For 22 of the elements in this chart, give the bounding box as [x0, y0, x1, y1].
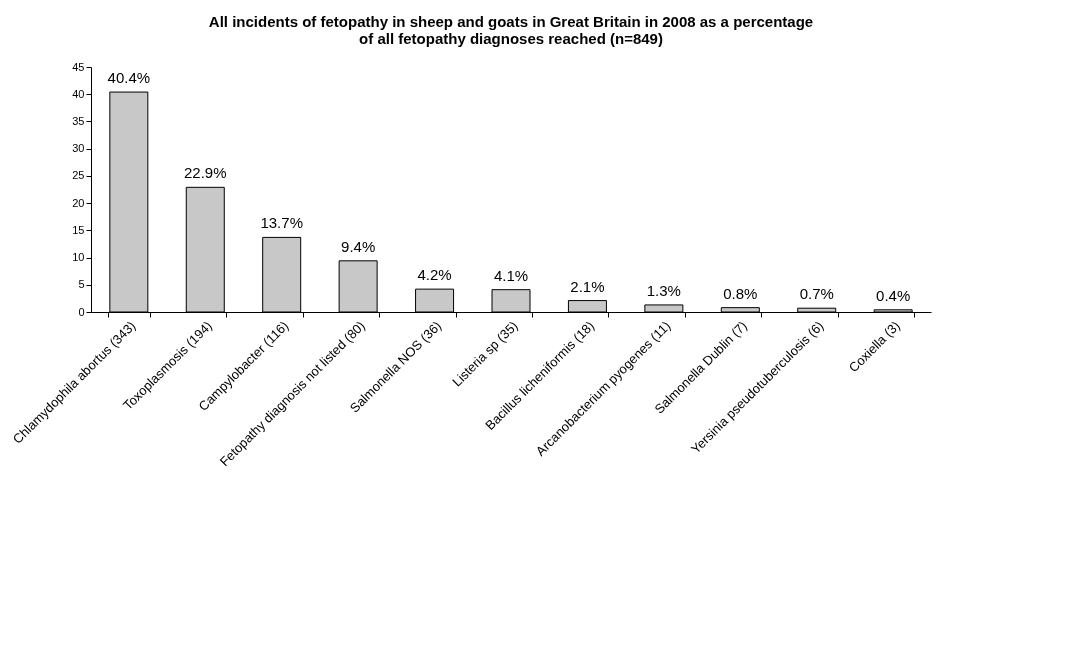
data-label: 0.7% — [799, 285, 834, 303]
data-label: 0.4% — [876, 286, 911, 304]
data-label: 13.7% — [260, 214, 303, 232]
y-tick-label: 25 — [72, 169, 85, 182]
y-tick-label: 10 — [72, 251, 85, 264]
data-label: 40.4% — [107, 69, 151, 87]
data-label: 2.1% — [570, 277, 605, 295]
data-label: 22.9% — [183, 164, 227, 182]
y-tick-label: 30 — [72, 142, 85, 155]
data-label: 0.8% — [723, 284, 758, 302]
y-tick-label: 0 — [78, 305, 85, 318]
chart-title: All incidents of fetopathy in sheep and goats in Great Britain in 2008 as a percentage of all fetopathy diagnoses reached (n=849) — [208, 13, 814, 47]
y-tick-label: 15 — [72, 223, 85, 236]
data-label: 4.1% — [493, 266, 529, 284]
y-tick-label: 40 — [72, 87, 85, 100]
data-label: 4.2% — [417, 266, 452, 284]
data-label: 1.3% — [646, 281, 681, 299]
y-tick-label: 35 — [72, 114, 85, 127]
data-label: 9.4% — [341, 237, 376, 255]
y-tick-label: 20 — [72, 196, 85, 209]
y-tick-label: 5 — [78, 278, 85, 291]
y-tick-label: 45 — [72, 60, 85, 73]
